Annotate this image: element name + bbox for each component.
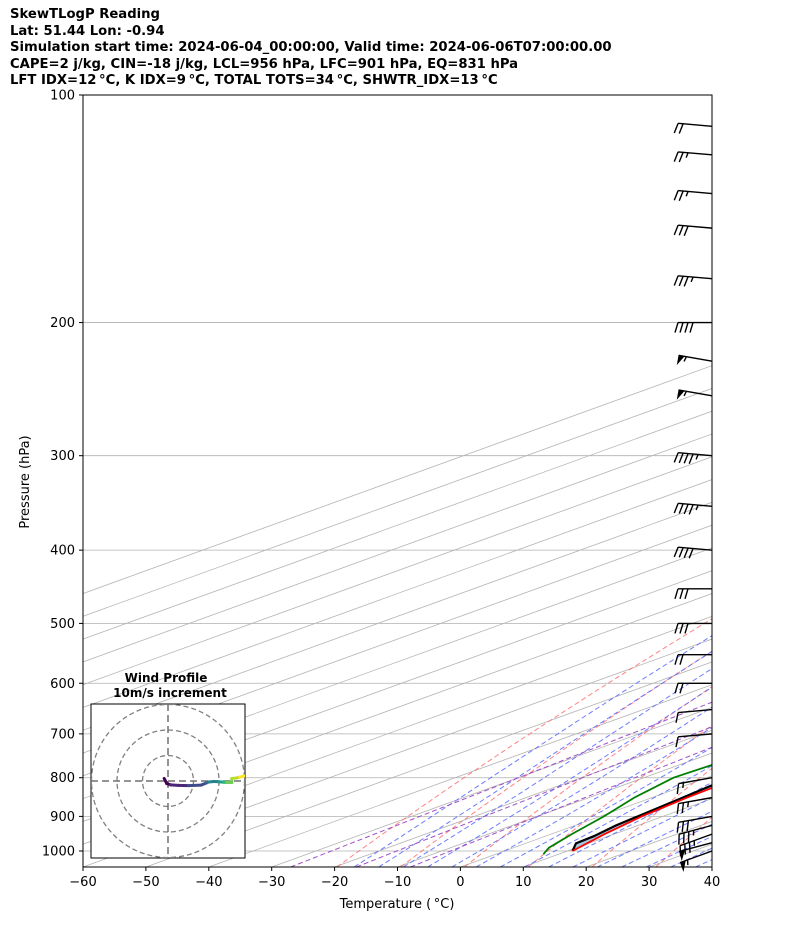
wind-barb (673, 275, 713, 287)
wind-barb (676, 389, 713, 400)
dry-adiabat (591, 767, 712, 867)
wind-barb (673, 122, 713, 134)
profile-layer (542, 764, 712, 855)
x-tick-label: 40 (704, 875, 721, 890)
chart-title: SkewTLogP Reading (10, 7, 160, 22)
isotherm-line (208, 684, 712, 867)
isotherm-line (711, 866, 712, 867)
x-tick-label: −40 (195, 875, 222, 890)
hodograph-subtitle: 10m/s increment (113, 686, 227, 700)
x-tick-label: 10 (515, 875, 532, 890)
x-tick-label: 20 (578, 875, 595, 890)
wind-barb (675, 708, 713, 723)
wind-barb (674, 588, 712, 600)
y-tick-label: 900 (50, 810, 75, 825)
moist-adiabat (451, 706, 712, 867)
x-tick-label: 30 (641, 875, 658, 890)
moist-adiabat (378, 650, 712, 867)
wind-barb (674, 682, 712, 694)
isotherm-line (83, 479, 712, 708)
location-line: Lat: 51.44 Lon: -0.94 (10, 23, 165, 39)
wind-barb (673, 502, 713, 515)
wind-barb (676, 777, 713, 795)
adiabat-layer (290, 95, 794, 867)
mixing-ratio-line (356, 726, 712, 867)
wind-barb-layer (673, 122, 713, 873)
x-axis-label: Temperature ( °C) (339, 897, 455, 912)
wind-barb (675, 733, 713, 748)
wind-barb (673, 546, 713, 559)
wind-barb (679, 833, 713, 857)
mixing-ratio-line (410, 746, 712, 867)
isotherm-line (83, 387, 712, 617)
x-tick-label: −60 (69, 875, 96, 890)
dry-adiabat (720, 95, 794, 867)
wind-barb (678, 824, 713, 845)
y-tick-label: 600 (50, 677, 75, 692)
hodograph-trace-segment (237, 774, 245, 779)
wind-barb (674, 654, 712, 665)
wind-barb (679, 850, 713, 873)
cape-indices-line: CAPE=2 j/kg, CIN=-18 j/kg, LCL=956 hPa, … (10, 56, 519, 72)
isotherm-line (83, 433, 712, 663)
isotherm-line (271, 707, 712, 867)
hodograph-title: Wind Profile (125, 671, 208, 685)
hodograph-ring (91, 704, 245, 858)
isotherm-line (83, 615, 712, 845)
mixing-ratio-line (290, 701, 712, 867)
wind-barb (673, 452, 713, 464)
stability-indices-line: LFT IDX=12 °C, K IDX=9 °C, TOTAL TOTS=34… (10, 73, 498, 88)
moist-adiabat (597, 810, 712, 867)
parcel-profile-line (571, 784, 712, 852)
isotherm-line (334, 729, 712, 867)
wind-barb (676, 796, 713, 814)
isotherm-line (83, 456, 712, 686)
moist-adiabat (572, 796, 712, 867)
axis-layer: −60 −50 −40 −30 −20 −10 0 10 20 30 40 1000 900 800 700… (42, 89, 720, 891)
x-tick-label: −30 (258, 875, 285, 890)
y-tick-label: 400 (50, 544, 75, 559)
wind-barb (676, 354, 713, 366)
y-tick-label: 800 (50, 771, 75, 786)
moist-adiabat (720, 95, 794, 867)
y-tick-label: 100 (50, 89, 75, 104)
isotherm-line (83, 593, 712, 822)
dry-adiabat (336, 618, 712, 867)
moist-adiabat (353, 635, 712, 867)
isotherm-line (83, 638, 712, 867)
moist-adiabat (475, 726, 712, 867)
y-tick-label: 700 (50, 727, 75, 742)
hodograph-trace-segment (186, 783, 203, 788)
x-tick-label: −10 (384, 875, 411, 890)
isotherm-line (775, 95, 794, 867)
y-axis-label: Pressure (hPa) (18, 435, 33, 528)
x-tick-label: −50 (132, 875, 159, 890)
isotherm-line (83, 570, 712, 800)
dry-adiabat (783, 95, 794, 867)
wind-barb (673, 189, 713, 201)
wind-barb (676, 815, 713, 833)
wind-barb (674, 622, 712, 634)
isotherm-line (83, 365, 712, 594)
wind-barb (673, 151, 713, 163)
y-tick-label: 1000 (42, 844, 75, 859)
x-tick-label: 0 (456, 875, 464, 890)
wind-barb (674, 321, 712, 333)
isotherm-line (83, 410, 712, 640)
time-line: Simulation start time: 2024-06-04_00:00:… (10, 40, 612, 55)
chart-header: SkewTLogP Reading Lat: 51.44 Lon: -0.94 … (10, 7, 612, 90)
wind-barb (673, 224, 713, 236)
y-tick-label: 500 (50, 617, 75, 632)
x-tick-label: −20 (321, 875, 348, 890)
dewpoint-profile-line (542, 764, 712, 855)
moist-adiabat (524, 765, 712, 867)
y-tick-label: 200 (50, 316, 75, 331)
isotherm-line (145, 661, 712, 867)
y-tick-label: 300 (50, 449, 75, 464)
